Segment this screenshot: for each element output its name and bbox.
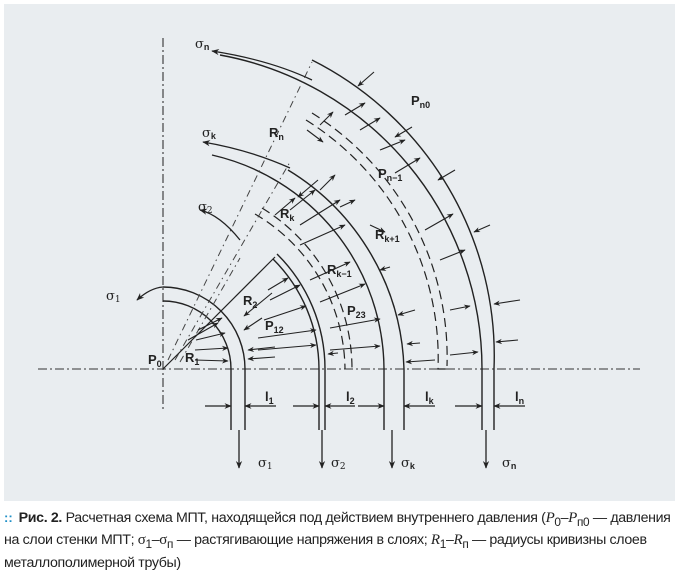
label-Pnm1: Pn−1 bbox=[378, 166, 402, 183]
layer-n-outer bbox=[311, 59, 495, 430]
label-sigma-k: σk bbox=[202, 126, 217, 141]
caption-marker-icon: :: bbox=[4, 510, 13, 525]
axes bbox=[38, 38, 640, 410]
layer-1-outer bbox=[162, 286, 246, 430]
figure-caption: :: Рис. 2. Расчетная схема МПТ, находящей… bbox=[4, 510, 671, 571]
label-R2: R2 bbox=[243, 293, 257, 310]
labels: σn σk σ2 σ1 Rn Rk Rk+1 Rk−1 R2 R1 Pn0 Pn… bbox=[106, 37, 524, 472]
label-P12: P12 bbox=[265, 318, 284, 335]
pipe-layers bbox=[162, 54, 495, 430]
label-Pn0: Pn0 bbox=[411, 93, 430, 110]
label-sigmak-bottom: σk bbox=[401, 456, 416, 471]
radius-line bbox=[162, 256, 276, 370]
label-P23: P23 bbox=[347, 303, 366, 320]
label-lk: lk bbox=[425, 389, 435, 406]
label-R1: R1 bbox=[185, 350, 199, 367]
layer-k-inner bbox=[211, 154, 385, 430]
radial-guides bbox=[167, 61, 313, 363]
label-sigma-n: σn bbox=[195, 37, 209, 52]
label-ln: ln bbox=[515, 389, 524, 406]
stress-scheme-diagram: σn σk σ2 σ1 Rn Rk Rk+1 Rk−1 R2 R1 Pn0 Pn… bbox=[38, 37, 640, 472]
layer-k-outer bbox=[287, 169, 405, 430]
label-sigma-2: σ2 bbox=[198, 200, 213, 216]
layer-n-inner bbox=[219, 54, 483, 430]
label-Rk: Rk bbox=[280, 206, 295, 223]
layer-2-outer bbox=[276, 253, 326, 430]
figure-number: Рис. 2. bbox=[18, 510, 63, 526]
label-Rk1: Rk+1 bbox=[375, 227, 400, 244]
caption-title: Расчетная схема МПТ, находящейся под дей… bbox=[65, 510, 546, 526]
pressure-arrows bbox=[187, 71, 521, 365]
layer-2-inner bbox=[272, 258, 320, 430]
label-Rkm1: Rk−1 bbox=[327, 262, 352, 279]
label-Rn: Rn bbox=[269, 125, 284, 142]
label-sigma1-bottom: σ1 bbox=[258, 456, 273, 472]
axial-stress-arrows bbox=[235, 430, 490, 469]
label-sigma-1: σ1 bbox=[106, 289, 121, 305]
label-l1: l1 bbox=[265, 389, 274, 406]
diagram-panel bbox=[4, 4, 675, 501]
label-P0: P0 bbox=[148, 352, 162, 369]
intermediate-layers bbox=[254, 112, 448, 370]
label-l2: l2 bbox=[346, 389, 355, 406]
hoop-stress-arrows bbox=[136, 48, 313, 301]
label-sigma2-bottom: σ2 bbox=[331, 456, 346, 472]
label-sigman-bottom: σn bbox=[502, 456, 516, 471]
